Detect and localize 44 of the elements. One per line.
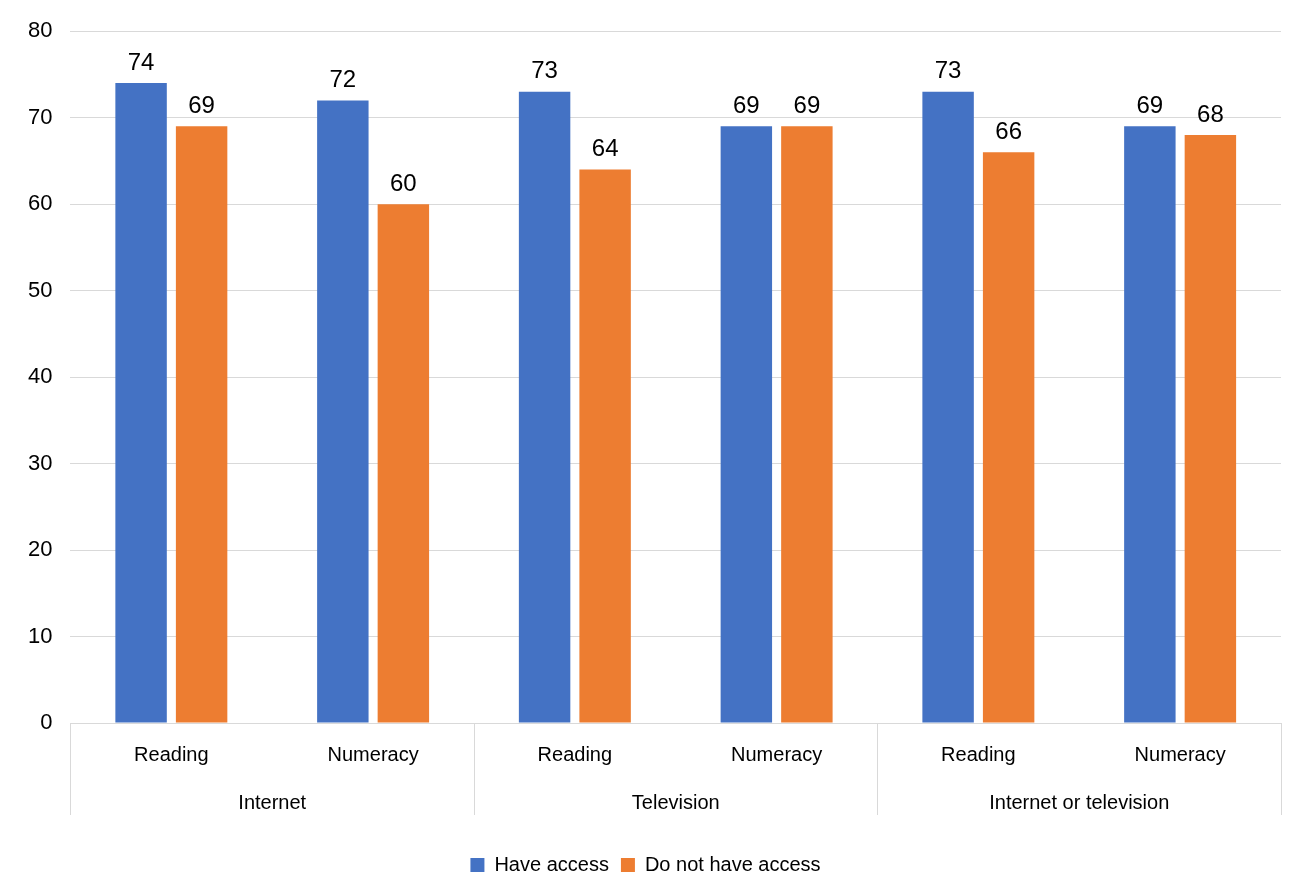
data-label: 66: [995, 116, 1022, 144]
bar: [377, 204, 430, 723]
data-label: 69: [1136, 90, 1164, 118]
bar: [922, 91, 974, 723]
bar: [720, 126, 773, 723]
bar: [781, 126, 833, 723]
y-tick-label: 20: [27, 536, 53, 562]
data-label: 69: [188, 90, 215, 118]
y-tick-label: 80: [27, 17, 53, 43]
legend-label: Have access: [494, 852, 609, 875]
bar: [115, 83, 167, 723]
x-tick-label: Reading: [941, 742, 1016, 765]
y-tick-label: 30: [27, 449, 53, 475]
y-tick-label: 60: [27, 190, 53, 216]
data-label: 74: [127, 47, 155, 75]
x-tick-label: Numeracy: [731, 742, 823, 765]
bar: [175, 126, 228, 723]
y-tick-label: 50: [27, 276, 53, 302]
x-tick-label: Numeracy: [1134, 742, 1226, 765]
x-tick-label: Reading: [537, 742, 613, 765]
y-tick-label: 0: [40, 709, 53, 735]
text: Internet: [238, 790, 307, 813]
y-tick-label: 10: [27, 622, 53, 648]
text: Television: [631, 790, 720, 813]
bar: [1124, 126, 1176, 723]
legend-label: Do not have access: [644, 852, 821, 875]
bar: [982, 152, 1035, 723]
data-label: 69: [793, 90, 821, 118]
text: Internet or television: [989, 790, 1170, 813]
bar: [579, 169, 631, 723]
y-tick-label: 70: [27, 103, 53, 129]
x-tick-label: Numeracy: [327, 742, 419, 765]
data-label: 73: [531, 56, 558, 84]
data-label: 69: [733, 90, 760, 118]
data-label: 72: [329, 65, 357, 92]
bar: [1184, 134, 1237, 723]
x-tick-label: Reading: [134, 742, 209, 765]
y-tick-label: 40: [27, 363, 53, 389]
data-label: 64: [591, 134, 619, 162]
data-label: 60: [390, 168, 417, 196]
data-label: 73: [934, 56, 962, 84]
bar: [317, 100, 369, 723]
data-label: 68: [1197, 99, 1224, 127]
bar: [518, 91, 571, 723]
